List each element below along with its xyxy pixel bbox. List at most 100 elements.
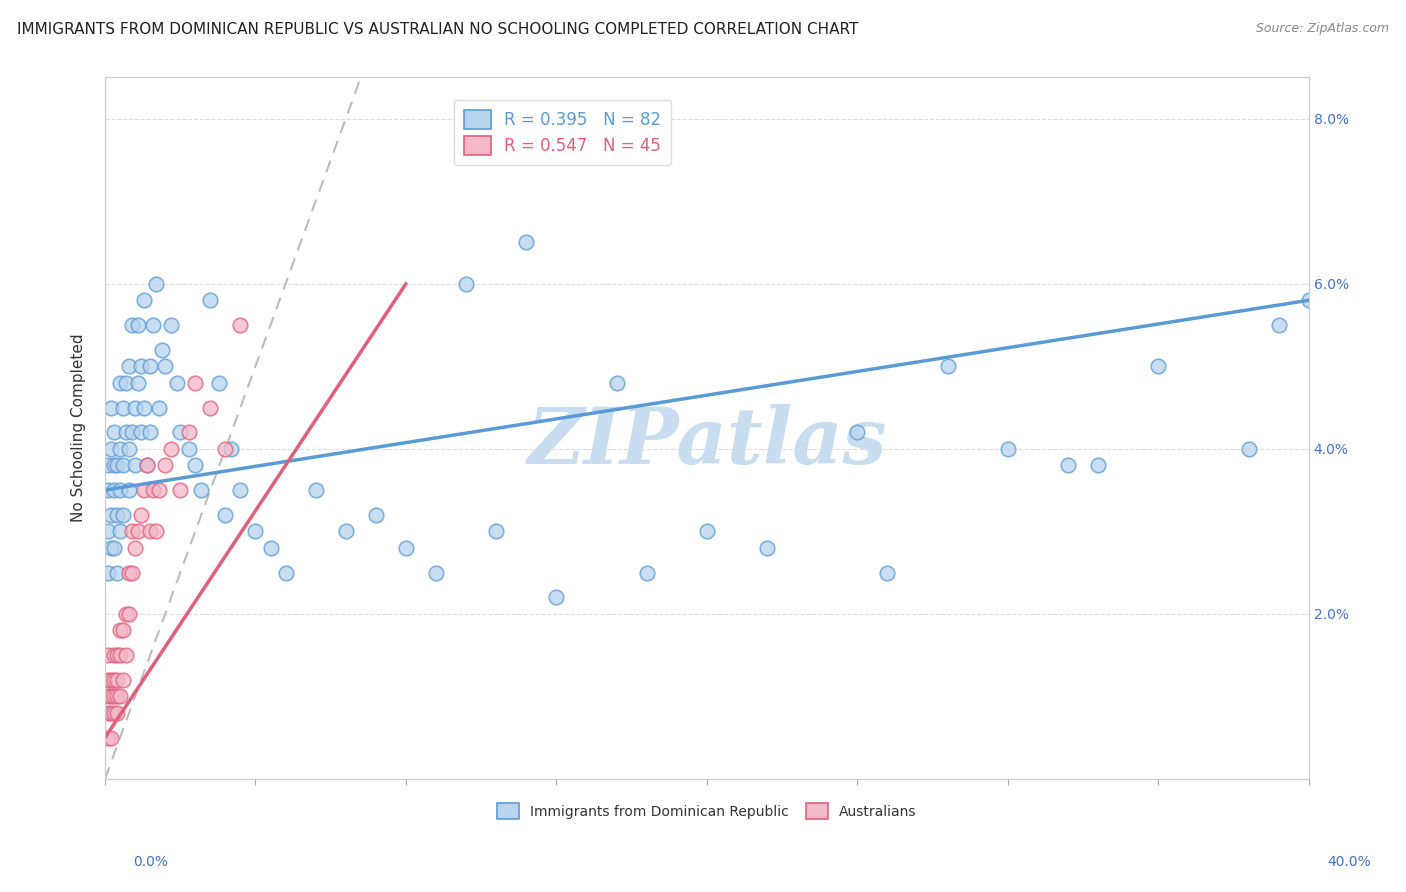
Point xyxy=(166,376,188,390)
Point xyxy=(179,425,201,440)
Point xyxy=(112,508,135,522)
Point xyxy=(108,624,131,638)
Point xyxy=(118,566,141,580)
Point xyxy=(100,706,122,720)
Point xyxy=(142,483,165,497)
Point xyxy=(105,508,128,522)
Point xyxy=(160,442,183,456)
Point xyxy=(1057,458,1080,473)
Point xyxy=(124,541,146,555)
Point xyxy=(112,624,135,638)
Point xyxy=(100,673,122,687)
Point xyxy=(100,541,122,555)
Point xyxy=(136,458,159,473)
Point xyxy=(214,508,236,522)
Point xyxy=(229,483,252,497)
Point xyxy=(305,483,328,497)
Point xyxy=(124,458,146,473)
Point xyxy=(100,731,122,745)
Point xyxy=(108,483,131,497)
Point xyxy=(1147,359,1170,374)
Point xyxy=(108,648,131,662)
Point xyxy=(108,376,131,390)
Point xyxy=(115,376,138,390)
Point xyxy=(129,508,152,522)
Point xyxy=(97,706,120,720)
Point xyxy=(636,566,658,580)
Point xyxy=(105,458,128,473)
Text: Source: ZipAtlas.com: Source: ZipAtlas.com xyxy=(1256,22,1389,36)
Point xyxy=(97,483,120,497)
Point xyxy=(121,318,143,332)
Point xyxy=(364,508,387,522)
Point xyxy=(103,458,125,473)
Point xyxy=(136,458,159,473)
Point xyxy=(97,648,120,662)
Point xyxy=(184,458,207,473)
Point xyxy=(696,524,718,539)
Point xyxy=(606,376,628,390)
Point xyxy=(200,401,222,415)
Point xyxy=(139,524,162,539)
Point xyxy=(148,483,170,497)
Point xyxy=(118,359,141,374)
Point xyxy=(112,401,135,415)
Point xyxy=(139,425,162,440)
Point xyxy=(245,524,267,539)
Point xyxy=(756,541,779,555)
Point xyxy=(160,318,183,332)
Point xyxy=(103,425,125,440)
Y-axis label: No Schooling Completed: No Schooling Completed xyxy=(72,334,86,523)
Point xyxy=(184,376,207,390)
Point xyxy=(1237,442,1260,456)
Legend: Immigrants from Dominican Republic, Australians: Immigrants from Dominican Republic, Aust… xyxy=(492,797,922,824)
Point xyxy=(515,235,537,250)
Point xyxy=(108,524,131,539)
Point xyxy=(124,401,146,415)
Point xyxy=(100,401,122,415)
Point xyxy=(103,673,125,687)
Point xyxy=(142,318,165,332)
Text: ZIPatlas: ZIPatlas xyxy=(527,404,887,481)
Text: IMMIGRANTS FROM DOMINICAN REPUBLIC VS AUSTRALIAN NO SCHOOLING COMPLETED CORRELAT: IMMIGRANTS FROM DOMINICAN REPUBLIC VS AU… xyxy=(17,22,858,37)
Point xyxy=(876,566,898,580)
Point xyxy=(108,442,131,456)
Point xyxy=(115,607,138,621)
Point xyxy=(139,359,162,374)
Point xyxy=(97,566,120,580)
Point xyxy=(105,706,128,720)
Point xyxy=(129,359,152,374)
Point xyxy=(103,648,125,662)
Point xyxy=(115,648,138,662)
Point xyxy=(127,318,149,332)
Point xyxy=(121,566,143,580)
Point xyxy=(169,483,191,497)
Point xyxy=(145,277,167,291)
Point xyxy=(846,425,869,440)
Point xyxy=(259,541,281,555)
Point xyxy=(97,690,120,704)
Point xyxy=(221,442,243,456)
Point xyxy=(127,376,149,390)
Point xyxy=(121,524,143,539)
Point xyxy=(105,566,128,580)
Point xyxy=(108,690,131,704)
Point xyxy=(150,343,173,357)
Point xyxy=(103,483,125,497)
Point xyxy=(118,442,141,456)
Point xyxy=(153,458,176,473)
Point xyxy=(546,591,568,605)
Point xyxy=(127,524,149,539)
Point xyxy=(335,524,357,539)
Point xyxy=(200,293,222,308)
Point xyxy=(129,425,152,440)
Point xyxy=(112,458,135,473)
Point xyxy=(997,442,1019,456)
Point xyxy=(132,483,155,497)
Point xyxy=(118,483,141,497)
Point xyxy=(103,541,125,555)
Point xyxy=(1087,458,1109,473)
Point xyxy=(190,483,212,497)
Point xyxy=(485,524,508,539)
Point xyxy=(1298,293,1320,308)
